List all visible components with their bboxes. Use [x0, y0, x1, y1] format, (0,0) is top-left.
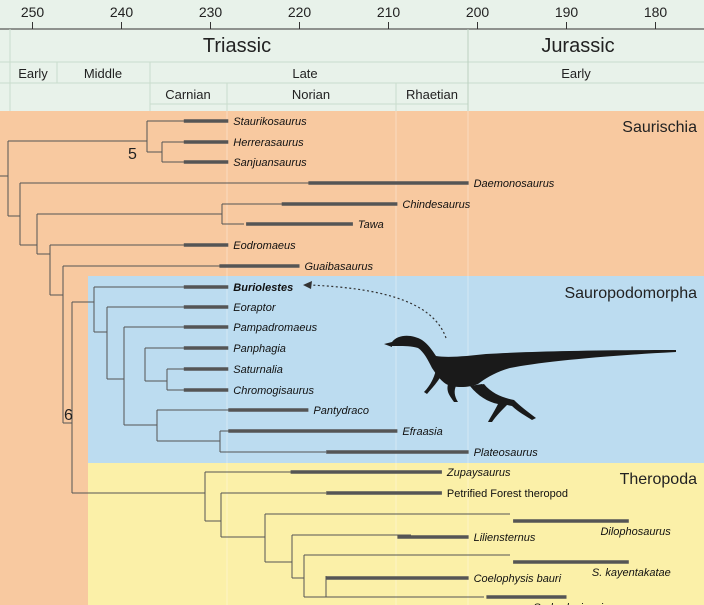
stage-label-carnian: Carnian	[165, 87, 211, 102]
taxon-label: Plateosaurus	[474, 447, 539, 459]
tree-branch	[123, 326, 187, 426]
epoch-label-late-triassic: Late	[292, 66, 317, 81]
taxon-label: Liliensternus	[474, 532, 536, 544]
tree-branch	[49, 244, 187, 296]
tree-branch	[146, 120, 187, 163]
axis-tick-label: 220	[288, 4, 312, 20]
taxon-label: Guaibasaurus	[305, 261, 374, 273]
buriolestes-silhouette-icon	[384, 335, 676, 422]
node-label-6: 6	[64, 407, 73, 424]
taxon-label: S. rhodesiensis	[533, 602, 609, 605]
period-label-jurassic: Jurassic	[541, 35, 614, 57]
taxon-label: Buriolestes	[233, 282, 293, 294]
arrow-head-icon	[303, 281, 312, 289]
epoch-label-middle-triassic: Middle	[84, 66, 122, 81]
taxon-label: Coelophysis bauri	[474, 573, 562, 585]
clade-backgrounds	[0, 111, 704, 605]
leg-hind-2	[474, 384, 536, 420]
tree-branch	[264, 513, 510, 563]
axis-tick-label: 230	[199, 4, 223, 20]
timescale-background	[0, 0, 704, 111]
taxon-labels: Staurikosaurus Herrerasaurus Sanjuansaurus…	[233, 116, 671, 605]
cladogram	[0, 120, 510, 598]
tree-branch	[204, 471, 296, 522]
axis-tick-label: 200	[466, 4, 490, 20]
taxon-label: Tawa	[358, 219, 384, 231]
tree-branch	[19, 182, 313, 246]
taxon-label: Saturnalia	[233, 364, 283, 376]
clade-label-theropoda: Theropoda	[620, 471, 697, 488]
taxon-label: Chromogisaurus	[233, 385, 314, 397]
taxon-label: Chindesaurus	[402, 199, 470, 211]
clade-label-saurischia: Saurischia	[622, 119, 697, 136]
taxon-label: Sanjuansaurus	[233, 157, 307, 169]
tree-branch	[36, 213, 222, 255]
taxon-label: Dilophosaurus	[600, 526, 671, 538]
axis-ticks: 250 240 230 220 210 200 190 180	[21, 4, 668, 29]
stage-label-norian: Norian	[292, 87, 330, 102]
theropoda-region	[88, 463, 704, 605]
timescale: 250 240 230 220 210 200 190 180 Triassic Jurass…	[0, 0, 704, 111]
taxon-label: Pantydraco	[313, 405, 369, 417]
leg-hind-1	[470, 384, 508, 422]
tree-branch	[62, 265, 228, 424]
tree-branch	[221, 203, 283, 225]
stage-label-rhaetian: Rhaetian	[406, 87, 458, 102]
axis-tick-label: 180	[644, 4, 668, 20]
tree-branch	[200, 409, 326, 453]
taxon-label: Petrified Forest theropod	[447, 488, 568, 500]
arm-shape	[424, 370, 442, 394]
tree-branch	[71, 301, 205, 494]
epoch-label-early-jurassic: Early	[561, 66, 591, 81]
tree-branch	[325, 576, 484, 598]
taxon-label: Staurikosaurus	[233, 116, 307, 128]
tree-branch	[144, 347, 187, 382]
axis-tick-label: 250	[21, 4, 45, 20]
tree-branch	[303, 554, 510, 598]
tree-branch	[291, 534, 411, 579]
leg-front	[447, 384, 458, 402]
tree-branch	[166, 368, 187, 391]
node-label-5: 5	[128, 146, 137, 163]
clade-label-sauropodomorpha: Sauropodomorpha	[564, 285, 697, 302]
axis-tick-label: 210	[377, 4, 401, 20]
taxon-label: Panphagia	[233, 343, 286, 355]
pointer-arrow	[303, 281, 447, 339]
axis-tick-label: 190	[555, 4, 579, 20]
snout-shape	[384, 342, 392, 347]
tree-branch	[220, 492, 326, 538]
dotted-arrow-line	[309, 284, 447, 339]
period-label-triassic: Triassic	[203, 35, 271, 57]
tree-branch	[145, 409, 220, 442]
tree-branch	[0, 140, 147, 217]
taxon-label: Efraasia	[402, 426, 442, 438]
range-bars	[183, 119, 629, 599]
taxon-label: Pampadromaeus	[233, 322, 317, 334]
tree-branch	[93, 286, 187, 333]
taxon-label: Zupaysaurus	[446, 467, 511, 479]
axis-tick-label: 240	[110, 4, 134, 20]
taxon-label: Eoraptor	[233, 302, 277, 314]
epoch-label-early-triassic: Early	[18, 66, 48, 81]
body-shape	[392, 335, 676, 387]
taxon-label: S. kayentakatae	[592, 567, 671, 579]
tree-branch	[106, 306, 187, 380]
taxon-label: Eodromaeus	[233, 240, 296, 252]
taxon-label: Herrerasaurus	[233, 137, 304, 149]
taxon-label: Daemonosaurus	[474, 178, 555, 190]
